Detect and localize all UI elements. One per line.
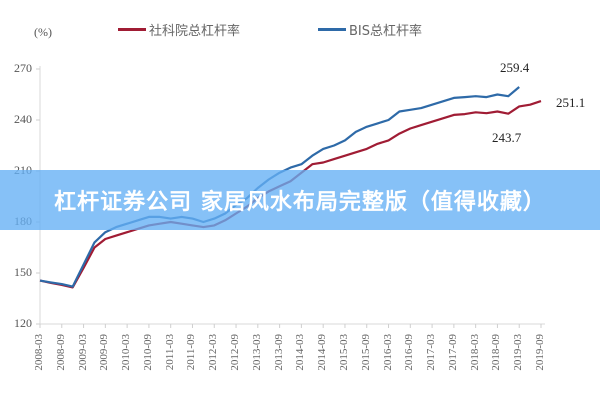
- x-tick-label: 2016-09: [403, 334, 416, 371]
- overlay-banner[interactable]: 杠杆证券公司 家居风水布局完整版（值得收藏）: [0, 170, 600, 230]
- x-tick-label: 2018-09: [490, 334, 503, 371]
- x-tick-label: 2008-03: [33, 334, 45, 371]
- x-tick-label: 2016-03: [381, 334, 394, 371]
- annotation-bis-end: 259.4: [500, 60, 530, 75]
- banner-text: 杠杆证券公司 家居风水布局完整版（值得收藏）: [54, 190, 546, 215]
- x-ticks: [39, 324, 542, 328]
- legend-item-cass: 社科院总杠杆率: [118, 20, 240, 39]
- x-tick-label: 2010-09: [141, 334, 154, 371]
- x-tick-label: 2011-03: [163, 334, 176, 371]
- x-tick-label: 2017-03: [425, 334, 438, 371]
- x-tick-label: 2009-09: [98, 334, 111, 371]
- x-tick-label: 2010-03: [120, 334, 133, 371]
- x-tick-label: 2015-09: [359, 334, 372, 371]
- x-tick-label: 2019-09: [534, 334, 546, 371]
- x-tick-label: 2008-09: [54, 334, 67, 371]
- x-tick-label: 2015-03: [337, 334, 350, 371]
- y-axis-unit-label: (%): [34, 25, 52, 39]
- x-tick-label: 2011-09: [185, 334, 198, 371]
- legend-label: 社科院总杠杆率: [149, 24, 241, 39]
- y-tick-label: 150: [14, 265, 32, 279]
- x-tick-label: 2013-09: [272, 334, 285, 371]
- x-tick-label: 2013-03: [250, 334, 263, 371]
- x-tick-label: 2012-03: [207, 334, 220, 371]
- x-tick-label: 2014-09: [316, 334, 329, 371]
- y-tick-label: 270: [14, 61, 32, 75]
- x-tick-label: 2012-09: [229, 334, 242, 371]
- legend-label: BIS总杠杆率: [349, 24, 423, 39]
- annotation-cass-dip: 243.7: [492, 130, 522, 145]
- y-tick-label: 120: [14, 316, 32, 330]
- x-tick-label: 2009-03: [76, 334, 89, 371]
- x-tick-label: 2019-03: [512, 334, 525, 371]
- x-tick-label: 2017-09: [446, 334, 459, 371]
- x-tick-label: 2014-03: [294, 334, 307, 371]
- legend-swatch-red: [118, 28, 146, 31]
- legend-swatch-blue: [318, 28, 346, 31]
- y-tick-label: 240: [14, 112, 32, 126]
- annotation-cass-end: 251.1: [556, 95, 586, 110]
- legend-item-bis: BIS总杠杆率: [318, 20, 422, 39]
- x-tick-label: 2018-03: [468, 334, 481, 371]
